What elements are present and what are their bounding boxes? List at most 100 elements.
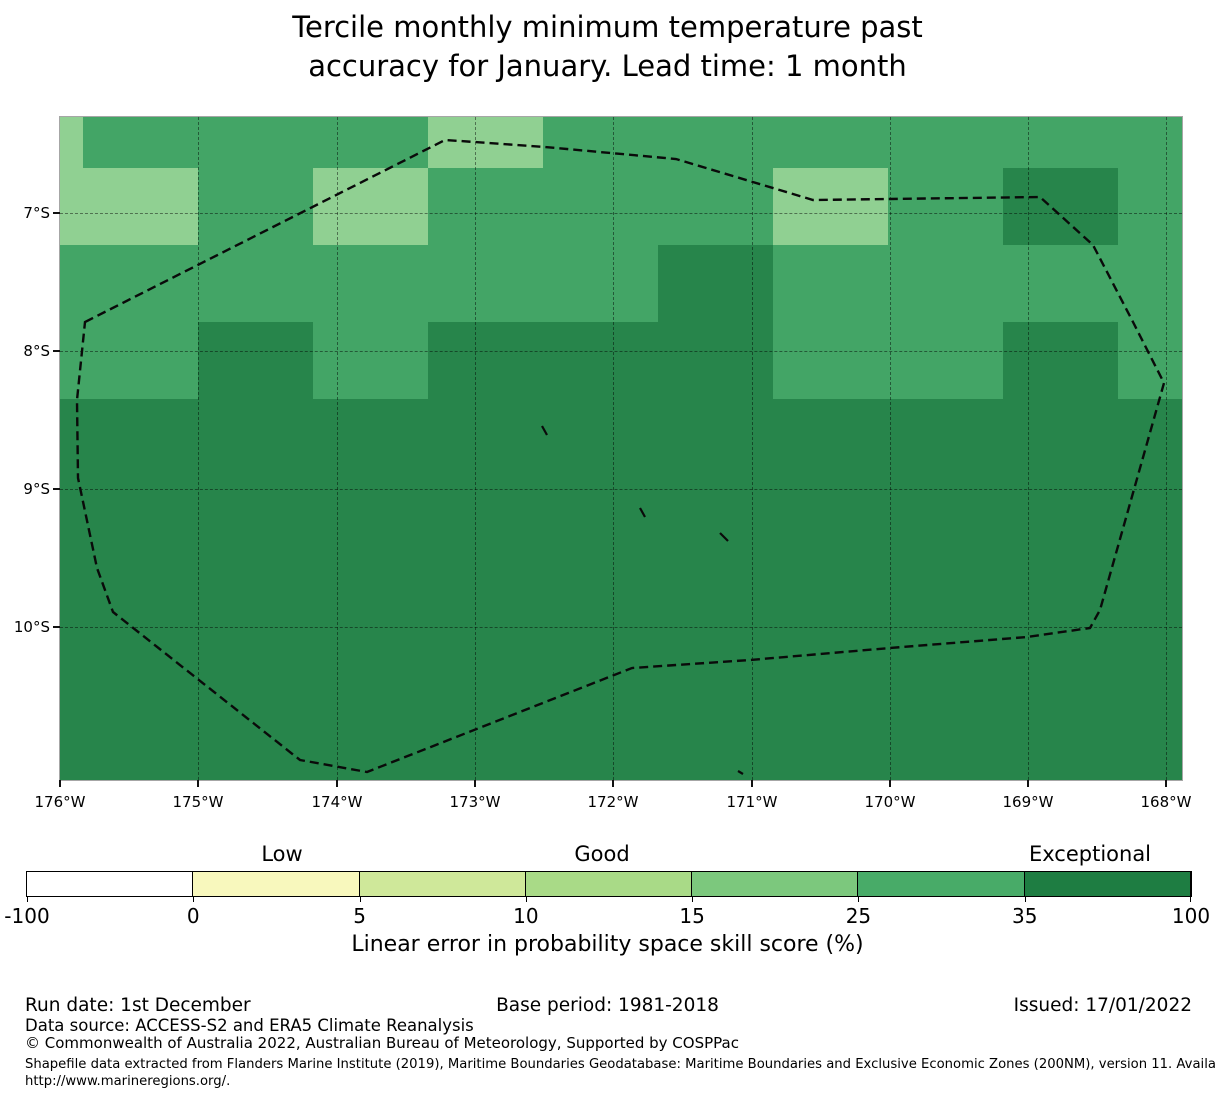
colorbar-tick-label: 10 [513, 904, 539, 928]
issued-text: Issued: 17/01/2022 [1013, 995, 1192, 1016]
x-axis-tick [474, 780, 476, 787]
y-axis-tick [53, 488, 60, 490]
map-cell [773, 168, 888, 245]
map-cell [83, 245, 198, 322]
x-tick-label: 176°W [34, 793, 86, 811]
map-cell [888, 245, 1003, 322]
colorbar-tick [1024, 897, 1026, 902]
y-axis-tick [53, 350, 60, 352]
copyright-text: © Commonwealth of Australia 2022, Austra… [25, 1034, 739, 1052]
colorbar-category-label: Good [574, 842, 630, 866]
y-tick-label: 10°S [13, 618, 50, 636]
x-axis-tick [612, 780, 614, 787]
colorbar-tick-label: 35 [1011, 904, 1038, 928]
run-date-text: Run date: 1st December [25, 995, 251, 1016]
map-cell [773, 245, 888, 322]
map-cell [543, 117, 658, 168]
colorbar-segment [858, 872, 1025, 896]
x-axis-tick [751, 780, 753, 787]
map-cell [83, 322, 198, 399]
x-axis-tick [1027, 780, 1029, 787]
colorbar-tick-label: 100 [1171, 904, 1211, 928]
chart-title-line1: Tercile monthly minimum temperature past [292, 10, 923, 44]
map-cell [658, 117, 773, 168]
longitude-gridline [613, 117, 614, 780]
map-cell [198, 117, 313, 168]
longitude-gridline [1166, 117, 1167, 780]
map-cell [313, 168, 428, 245]
latitude-gridline [60, 489, 1182, 490]
colorbar-tick-label: 15 [679, 904, 705, 928]
map-plot: 176°W 175°W 174°W 173°W 172°W 171°W 170°W 169°W… [14, 116, 1191, 811]
map-cell [658, 245, 773, 322]
map-cell [1118, 168, 1182, 245]
chart-title: Tercile monthly minimum temperature past… [0, 8, 1215, 86]
map-cell [773, 117, 888, 168]
map-cell [83, 117, 198, 168]
longitude-gridline [752, 117, 753, 780]
map-cell [888, 168, 1003, 245]
map-cell [313, 322, 428, 399]
map-cell [658, 322, 773, 399]
map-cell [1003, 322, 1118, 399]
latitude-gridline [60, 213, 1182, 214]
colorbar-segment [193, 872, 360, 896]
map-cell [313, 245, 428, 322]
data-source-text: Data source: ACCESS-S2 and ERA5 Climate … [25, 1016, 474, 1035]
base-period-text: Base period: 1981-2018 [496, 995, 719, 1016]
colorbar-tick [193, 897, 195, 902]
y-axis-tick [53, 626, 60, 628]
x-axis-tick [59, 780, 61, 787]
map-cell [198, 245, 313, 322]
x-tick-label: 174°W [311, 793, 363, 811]
colorbar-tick-label: 25 [845, 904, 872, 928]
colorbar-segment [692, 872, 859, 896]
map-cell [1003, 168, 1118, 245]
map-cell [543, 322, 658, 399]
x-tick-label: 168°W [1140, 793, 1192, 811]
colorbar-segment [27, 872, 194, 896]
y-tick-label: 8°S [23, 342, 50, 360]
colorbar-tick-label: 0 [186, 904, 200, 928]
shapefile-attribution-line1: Shapefile data extracted from Flanders M… [25, 1057, 1215, 1072]
map-cell [428, 245, 543, 322]
y-tick-label: 9°S [23, 480, 50, 498]
colorbar-tick [858, 897, 860, 902]
map-cell [1118, 117, 1182, 168]
colorbar-tick [359, 897, 361, 902]
colorbar-tick-label: 5 [353, 904, 366, 928]
longitude-gridline [1028, 117, 1029, 780]
x-tick-label: 173°W [449, 793, 501, 811]
map-cell [543, 245, 658, 322]
map-cell [1003, 117, 1118, 168]
colorbar-tick [692, 897, 694, 902]
x-axis-tick [197, 780, 199, 787]
map-cell [83, 168, 198, 245]
map-cell [543, 168, 658, 245]
map-cell [1118, 322, 1182, 399]
map-cell [60, 168, 83, 245]
y-axis-tick [53, 212, 60, 214]
colorbar-category-label: Exceptional [1028, 842, 1152, 866]
colorbar-segment [359, 872, 526, 896]
colorbar-tick [525, 897, 527, 902]
map-cell [888, 117, 1003, 168]
longitude-gridline [890, 117, 891, 780]
longitude-gridline [337, 117, 338, 780]
colorbar-tick [1190, 897, 1191, 902]
y-tick-label: 7°S [23, 204, 50, 222]
map-cell [60, 117, 83, 168]
map-cell [428, 117, 543, 168]
map-cell [313, 117, 428, 168]
map-cell [198, 322, 313, 399]
map-cell [60, 245, 83, 322]
longitude-gridline [475, 117, 476, 780]
colorbar-category-label: Low [261, 842, 303, 866]
map-cell [1003, 245, 1118, 322]
shapefile-attribution-url: http://www.marineregions.org/. [25, 1074, 231, 1089]
map-cell [60, 322, 83, 399]
colorbar-caption: Linear error in probability space skill … [351, 932, 864, 957]
map-cell [1118, 245, 1182, 322]
colorbar: -100 0 5 10 15 25 35 100 Low Good Exceptional [4, 842, 1210, 928]
map-southern-region [60, 399, 1182, 780]
